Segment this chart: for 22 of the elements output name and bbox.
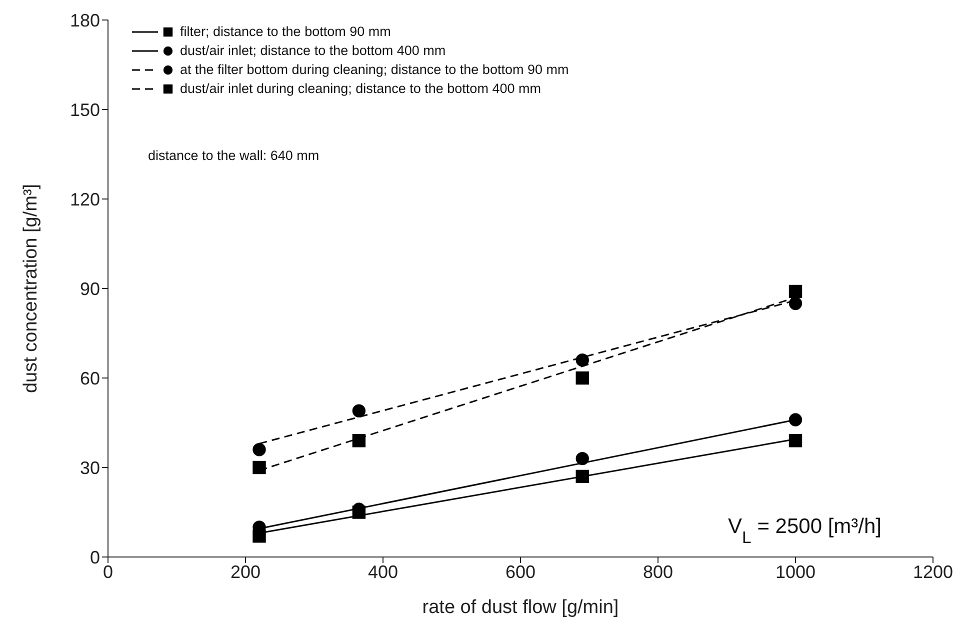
- legend-label: dust/air inlet during cleaning; distance to the bottom 400 mm: [180, 80, 541, 98]
- y-tick-label: 120: [70, 189, 100, 210]
- x-axis-title: rate of dust flow [g/min]: [422, 597, 619, 618]
- legend-label: filter; distance to the bottom 90 mm: [180, 23, 391, 41]
- y-axis-title: dust concentration [g/m³]: [20, 184, 42, 394]
- y-tick-label: 90: [80, 278, 100, 299]
- annotation: distance to the wall: 640 mm: [148, 148, 320, 163]
- x-tick-label: 1200: [912, 562, 954, 582]
- x-tick-label: 0: [102, 562, 114, 582]
- x-tick-label: 400: [368, 562, 398, 582]
- x-tick-label: 1000: [775, 562, 816, 582]
- y-tick-label: 180: [70, 10, 100, 30]
- x-tick-label: 200: [230, 562, 261, 582]
- annotation: V$_{L}$ = 2500 [m³/h]: [728, 515, 882, 546]
- y-tick-label: 150: [70, 100, 100, 120]
- y-tick-label: 0: [90, 547, 100, 568]
- x-tick-label: 600: [505, 562, 536, 582]
- x-tick-label: 800: [642, 562, 674, 582]
- legend-label: at the filter bottom during cleaning; distance to the bottom 90 mm: [180, 61, 569, 79]
- y-tick-label: 60: [80, 368, 100, 388]
- legend-label: dust/air inlet; distance to the bottom 400 mm: [180, 42, 446, 60]
- y-tick-label: 30: [80, 458, 100, 478]
